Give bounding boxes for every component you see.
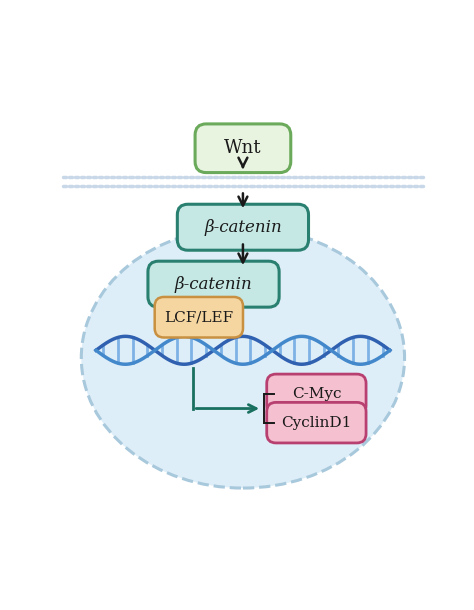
- Ellipse shape: [82, 228, 405, 488]
- FancyBboxPatch shape: [195, 124, 291, 173]
- Text: β-catenin: β-catenin: [204, 219, 282, 235]
- Text: β-catenin: β-catenin: [174, 276, 253, 293]
- Text: LCF/LEF: LCF/LEF: [164, 310, 233, 325]
- FancyBboxPatch shape: [148, 261, 279, 307]
- FancyBboxPatch shape: [267, 374, 366, 415]
- Text: CyclinD1: CyclinD1: [281, 415, 352, 429]
- FancyBboxPatch shape: [267, 403, 366, 443]
- FancyBboxPatch shape: [155, 297, 243, 337]
- FancyBboxPatch shape: [177, 204, 309, 250]
- Text: C-Myc: C-Myc: [292, 387, 341, 401]
- Text: Wnt: Wnt: [224, 139, 262, 157]
